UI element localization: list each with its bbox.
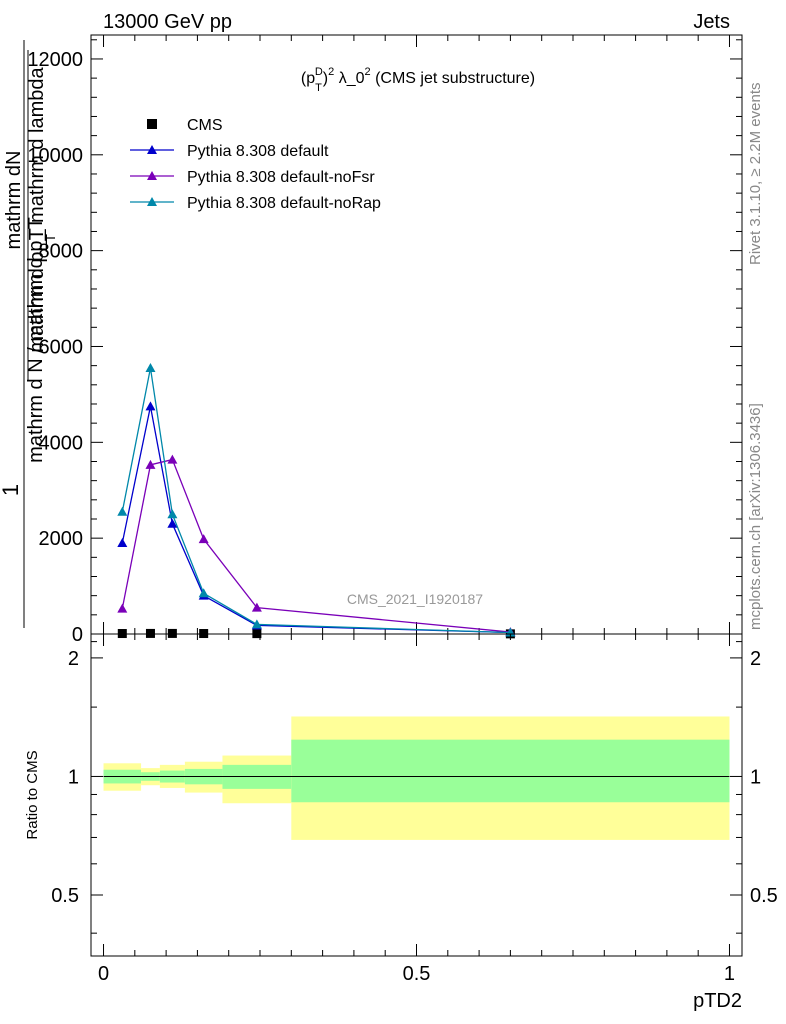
data-point-cms (167, 628, 177, 638)
main-ytick-label: 2000 (39, 528, 84, 550)
watermark: CMS_2021_I1920187 (347, 591, 483, 607)
y-label-frac-denominator: mathrm d N / mathrm d p_T (25, 217, 47, 463)
energy-label: 13000 GeV pp (103, 11, 232, 33)
y-label-dpt-dlambda: mathrm d p_T mathrm d lambda (26, 66, 48, 352)
legend-label: Pythia 8.308 default-noFsr (187, 169, 375, 186)
x-axis-label: pTD2 (693, 990, 742, 1012)
main-panel: 0 2000 4000 6000 8000 10000 12000 (pTD)2 λ_02 … (27, 34, 743, 646)
legend-marker (147, 171, 157, 180)
ratio-ytick-label-right: 0.5 (750, 885, 778, 907)
data-point-3 (117, 506, 128, 516)
legend-marker (147, 145, 157, 154)
x-tick-label: 0 (98, 963, 109, 985)
main-ytick-label: 6000 (39, 336, 84, 358)
data-point-3 (251, 619, 262, 629)
data-point-2 (167, 454, 178, 464)
main-ytick-label: 8000 (39, 241, 84, 263)
data-point-1 (167, 518, 178, 528)
series-line-1 (121, 406, 511, 634)
ratio-ytick-label: 0.5 (51, 885, 79, 907)
mcplots-label: mcplots.cern.ch [arXiv:1306.3436] (747, 403, 764, 630)
y-label-frac-numerator: 1 (0, 484, 23, 496)
legend-marker-cms (147, 119, 157, 129)
ratio-ytick-label-right: 2 (750, 648, 761, 670)
data-point-1 (117, 537, 128, 547)
ratio-y-axis-label: Ratio to CMS (24, 750, 41, 839)
data-point-2 (251, 602, 262, 612)
main-ytick-label: 4000 (39, 432, 84, 454)
data-point-2 (198, 534, 209, 544)
main-ytick-label: 0 (72, 624, 83, 646)
data-point-2 (117, 603, 128, 613)
ratio-ytick-label: 2 (68, 648, 79, 670)
ratio-ytick-label-right: 1 (750, 766, 761, 788)
main-title: (pTD)2 λ_02 (CMS jet substructure) (301, 66, 535, 94)
series-line-2 (121, 458, 511, 633)
x-tick-label: 1 (724, 963, 735, 985)
data-point-3 (167, 509, 178, 519)
data-point-2 (145, 459, 156, 469)
legend-label: CMS (187, 117, 223, 134)
x-tick-label: 0.5 (403, 963, 431, 985)
rivet-label: Rivet 3.1.10, ≥ 2.2M events (747, 83, 764, 266)
ratio-band-inner (291, 739, 730, 803)
legend-marker (147, 197, 157, 206)
data-point-1 (145, 401, 156, 411)
series-line-3 (121, 367, 511, 634)
main-y-axis-label: 1 mathrm d N / mathrm d p_T mathrm dN ma… (0, 40, 58, 628)
ratio-panel: 0.5 0.5 1 1 2 2 0 0.5 1 Ratio to CMS pTD2 (24, 633, 778, 1012)
y-label-dN: mathrm dN (3, 151, 25, 250)
legend-label: Pythia 8.308 default-noRap (187, 195, 381, 212)
main-ytick-label: 10000 (27, 145, 83, 167)
legend: CMS Pythia 8.308 default Pythia 8.308 defa… (130, 117, 381, 212)
data-point-3 (198, 588, 209, 598)
ratio-ytick-label: 1 (68, 766, 79, 788)
legend-label: Pythia 8.308 default (187, 143, 329, 160)
data-point-cms (145, 628, 155, 638)
process-label: Jets (693, 11, 730, 33)
y-label-subscript: T (43, 234, 58, 242)
data-point-3 (145, 363, 156, 373)
main-ytick-label: 12000 (27, 49, 83, 71)
